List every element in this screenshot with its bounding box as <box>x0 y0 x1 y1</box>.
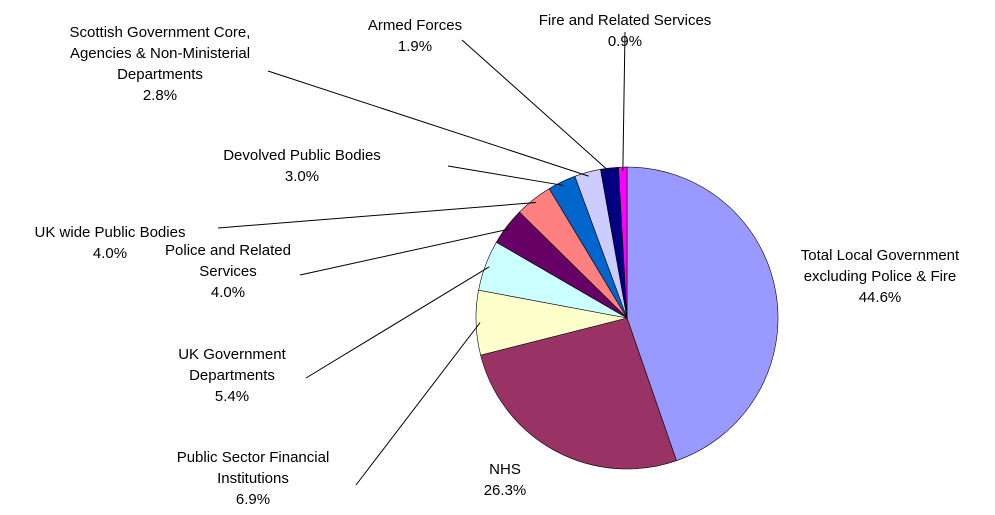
slice-label: Devolved Public Bodies 3.0% <box>192 145 412 187</box>
slice-value: 5.4% <box>214 388 250 405</box>
slice-name: Police and Related Services <box>165 242 291 280</box>
leader-line <box>355 322 481 486</box>
slice-label: NHS 26.3% <box>465 459 545 501</box>
slice-label: Public Sector Financial Institutions 6.9% <box>143 447 363 510</box>
leader-line <box>622 31 626 172</box>
slice-name: Armed Forces <box>367 17 463 34</box>
slice-value: 4.0% <box>92 245 128 262</box>
slice-value: 6.9% <box>235 491 271 508</box>
slice-value: 44.6% <box>858 289 902 306</box>
pie-slice <box>480 317 677 470</box>
slice-name: Devolved Public Bodies <box>223 147 381 164</box>
slice-label: Total Local Government excluding Police … <box>775 245 985 308</box>
leader-line <box>447 165 564 186</box>
slice-name: UK Government Departments <box>178 346 286 384</box>
leader-line <box>217 202 537 229</box>
pie-slice <box>626 166 779 462</box>
leader-line <box>267 70 589 177</box>
slice-value: 0.9% <box>607 33 643 50</box>
slice-name: UK wide Public Bodies <box>34 224 186 241</box>
slice-name: NHS <box>489 461 521 478</box>
slice-value: 2.8% <box>142 87 178 104</box>
leader-line <box>299 228 511 276</box>
slice-label: Fire and Related Services 0.9% <box>520 10 730 52</box>
slice-label: Scottish Government Core, Agencies & Non… <box>40 22 280 106</box>
slice-label: UK wide Public Bodies 4.0% <box>0 222 220 264</box>
slice-value: 1.9% <box>397 38 433 55</box>
slice-name: Total Local Government excluding Police … <box>800 247 960 285</box>
leader-line <box>305 266 490 379</box>
slice-name: Public Sector Financial Institutions <box>176 449 330 487</box>
slice-name: Scottish Government Core, Agencies & Non… <box>69 24 251 83</box>
slice-value: 26.3% <box>483 482 527 499</box>
leader-line <box>461 39 611 173</box>
slice-value: 3.0% <box>284 168 320 185</box>
slice-name: Fire and Related Services <box>538 12 712 29</box>
slice-label: UK Government Departments 5.4% <box>147 344 317 407</box>
slice-label: Armed Forces 1.9% <box>340 15 490 57</box>
slice-value: 4.0% <box>210 284 246 301</box>
slice-label: Police and Related Services 4.0% <box>153 240 303 303</box>
